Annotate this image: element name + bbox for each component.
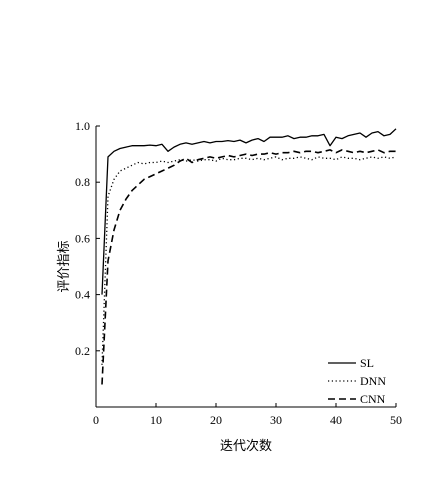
x-tick-label: 10 xyxy=(150,413,162,427)
x-tick-label: 50 xyxy=(390,413,402,427)
legend-label-dnn: DNN xyxy=(360,374,386,388)
y-tick-label: 0.4 xyxy=(75,288,90,302)
legend-label-cnn: CNN xyxy=(360,392,386,406)
y-tick-label: 0.2 xyxy=(75,344,90,358)
y-tick-label: 0.6 xyxy=(75,231,90,245)
x-tick-label: 20 xyxy=(210,413,222,427)
x-tick-label: 30 xyxy=(270,413,282,427)
y-tick-label: 0.8 xyxy=(75,175,90,189)
y-axis-title: 评价指标 xyxy=(57,240,72,292)
series-line-cnn xyxy=(101,149,396,385)
y-tick-label: 1.0 xyxy=(75,119,90,133)
plot-lines xyxy=(101,128,397,385)
legend: SL DNN CNN xyxy=(328,356,386,406)
x-axis-title: 迭代次数 xyxy=(220,438,272,454)
series-line-dnn xyxy=(101,156,397,365)
x-tick-label: 40 xyxy=(330,413,342,427)
legend-label-sl: SL xyxy=(360,356,374,370)
y-axis-ticks: 0.2 0.4 0.6 0.8 1.0 xyxy=(75,119,100,358)
x-tick-label: 0 xyxy=(93,413,99,427)
series-line-sl xyxy=(101,128,397,295)
x-axis-ticks: 0 10 20 30 40 50 xyxy=(93,403,402,427)
